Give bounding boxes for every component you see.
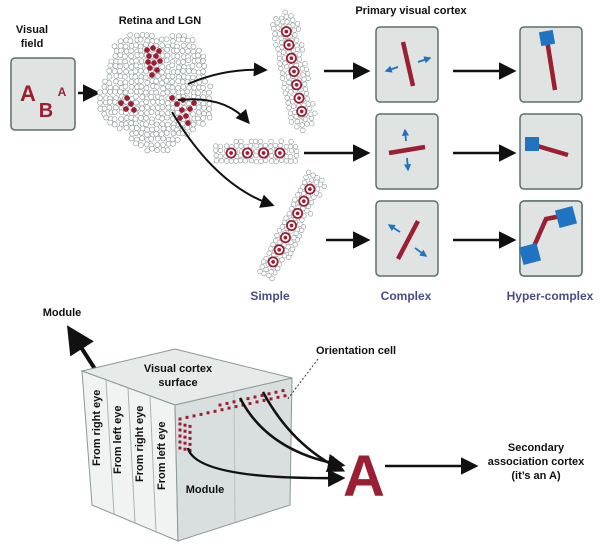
complex-panel-1 xyxy=(375,26,439,103)
cortex-cube xyxy=(80,348,293,542)
visual-field-label-line2: field xyxy=(21,38,44,50)
complex-panel-2 xyxy=(375,113,439,190)
secondary-label-line2: association cortex xyxy=(488,456,585,468)
arrow-retina-to-simple-1 xyxy=(187,62,268,85)
retina-lgn-label: Retina and LGN xyxy=(119,15,202,27)
arrow-to-a-2 xyxy=(261,391,346,472)
cortex-surface-label-line2: surface xyxy=(158,377,197,389)
module-top-label: Module xyxy=(43,307,82,319)
visual-field-panel xyxy=(10,57,76,131)
stripe-label-1: From right eye xyxy=(91,390,103,466)
bar-down-left-icon xyxy=(396,219,420,261)
complex-panel-3 xyxy=(375,200,439,277)
stripe-label-3: From right eye xyxy=(134,406,146,482)
secondary-label-line1: Secondary xyxy=(508,442,565,454)
secondary-label-line3: (it’s an A) xyxy=(511,470,561,482)
simple-receptive-field-3 xyxy=(257,169,327,282)
simple-receptive-field-2 xyxy=(213,138,300,165)
hyper-panel-2 xyxy=(519,113,583,190)
bar-up-right-icon xyxy=(400,41,416,87)
stripe-label-2: From left eye xyxy=(112,406,124,474)
bar-horizontal-icon xyxy=(388,144,426,156)
arrow-retina-to-simple-2 xyxy=(177,98,250,125)
stripe-label-4: From left eye xyxy=(156,422,168,490)
field-letter-a: A xyxy=(20,81,36,106)
orientation-cell-label: Orientation cell xyxy=(316,345,396,357)
simple-receptive-field-1 xyxy=(270,9,318,134)
arrow-to-a-3 xyxy=(186,447,346,487)
module-front-label: Module xyxy=(186,484,225,496)
orientation-cell-leader xyxy=(286,358,319,401)
recognized-letter: A xyxy=(343,444,385,509)
field-letter-b: B xyxy=(39,100,53,122)
field-letter-a-small: A xyxy=(58,85,67,99)
hyper-panel-1 xyxy=(519,26,583,103)
hyper-panel-3-content xyxy=(518,200,583,277)
hyper-complex-label: Hyper-complex xyxy=(507,289,594,303)
cortex-surface-label-line1: Visual cortex xyxy=(144,363,213,375)
primary-cortex-label: Primary visual cortex xyxy=(355,5,467,17)
arrow-retina-to-simple-3 xyxy=(171,111,275,208)
simple-label: Simple xyxy=(250,289,290,303)
retina-cell-cluster xyxy=(97,31,214,154)
complex-label: Complex xyxy=(381,289,432,303)
visual-field-label-line1: Visual xyxy=(16,24,48,36)
